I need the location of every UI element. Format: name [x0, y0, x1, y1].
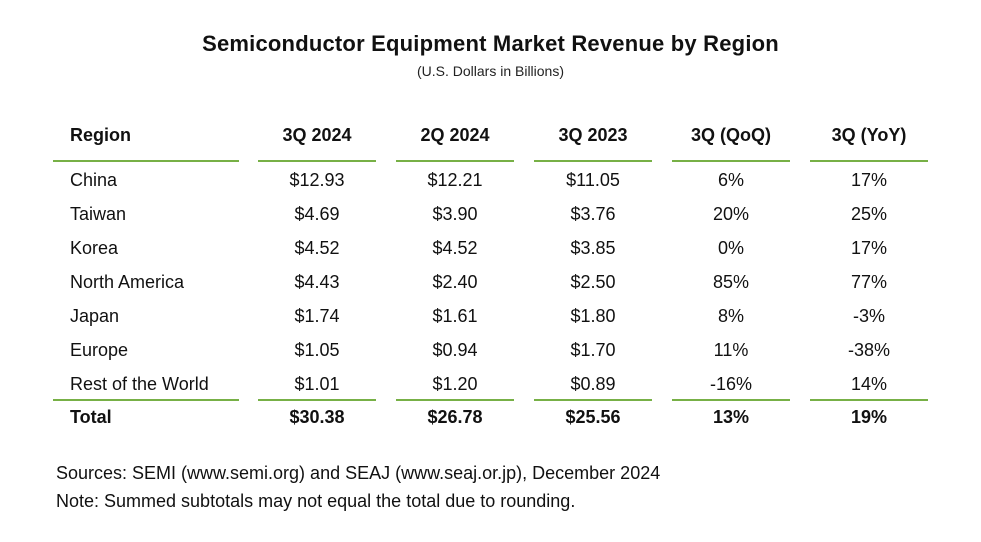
cell-japan-3q-qoq: 8% [717, 306, 744, 326]
cell-korea-3q-2024: $4.52 [294, 238, 340, 258]
total-label: Total [70, 407, 112, 427]
header-rule-1 [53, 160, 239, 162]
cell-north-america-2q-2024: $2.40 [432, 272, 478, 292]
header-rule-5 [672, 160, 790, 162]
total-rule-5 [672, 399, 790, 401]
cell-north-america-3q-yoy: 77% [850, 272, 888, 292]
total-2q-2024: $26.78 [427, 407, 483, 427]
header-rule-6 [810, 160, 928, 162]
cell-taiwan-3q-2024: $4.69 [294, 204, 340, 224]
column-header-3q-qoq: 3Q (QoQ) [691, 125, 771, 145]
header-rule-4 [534, 160, 652, 162]
column-header-3q-2024: 3Q 2024 [282, 125, 352, 145]
cell-china-3q-qoq: 6% [717, 170, 744, 190]
footer-note: Note: Summed subtotals may not equal the… [56, 491, 576, 511]
cell-north-america-3q-2023: $2.50 [570, 272, 616, 292]
cell-europe-2q-2024: $0.94 [432, 340, 478, 360]
chart-title: Semiconductor Equipment Market Revenue b… [202, 31, 779, 56]
cell-europe-3q-qoq: 11% [713, 340, 749, 360]
total-3q-2023: $25.56 [565, 407, 621, 427]
cell-taiwan-2q-2024: $3.90 [432, 204, 478, 224]
cell-taiwan-3q-yoy: 25% [850, 204, 888, 224]
total-rule-6 [810, 399, 928, 401]
header-rule-3 [396, 160, 514, 162]
region-label-rest-of-the-world: Rest of the World [70, 374, 209, 394]
cell-china-3q-2024: $12.93 [289, 170, 345, 190]
cell-china-2q-2024: $12.21 [427, 170, 483, 190]
region-label-japan: Japan [70, 306, 120, 326]
region-label-europe: Europe [70, 340, 129, 360]
total-rule-1 [53, 399, 239, 401]
column-header-2q-2024: 2Q 2024 [420, 125, 490, 145]
column-header-3q-yoy: 3Q (YoY) [831, 125, 907, 145]
cell-japan-3q-yoy: -3% [852, 306, 885, 326]
cell-rest-of-the-world-3q-2023: $0.89 [570, 374, 616, 394]
region-label-taiwan: Taiwan [70, 204, 127, 224]
cell-rest-of-the-world-3q-yoy: 14% [850, 374, 888, 394]
total-3q-qoq: 13% [712, 407, 750, 427]
cell-japan-3q-2024: $1.74 [294, 306, 340, 326]
cell-europe-3q-2023: $1.70 [570, 340, 616, 360]
total-rule-2 [258, 399, 376, 401]
region-label-korea: Korea [70, 238, 119, 258]
cell-europe-3q-2024: $1.05 [294, 340, 340, 360]
column-header-region: Region [70, 125, 131, 145]
cell-korea-3q-yoy: 17% [850, 238, 888, 258]
cell-rest-of-the-world-3q-qoq: -16% [709, 374, 753, 394]
total-3q-yoy: 19% [850, 407, 888, 427]
total-rule-4 [534, 399, 652, 401]
cell-china-3q-2023: $11.05 [566, 170, 620, 190]
footer-sources: Sources: SEMI (www.semi.org) and SEAJ (w… [56, 463, 661, 483]
chart-subtitle: (U.S. Dollars in Billions) [416, 63, 565, 79]
cell-rest-of-the-world-2q-2024: $1.20 [432, 374, 478, 394]
cell-korea-3q-qoq: 0% [717, 238, 744, 258]
cell-taiwan-3q-2023: $3.76 [570, 204, 616, 224]
header-rule-2 [258, 160, 376, 162]
cell-korea-3q-2023: $3.85 [570, 238, 616, 258]
column-header-3q-2023: 3Q 2023 [558, 125, 628, 145]
region-label-china: China [70, 170, 118, 190]
cell-japan-2q-2024: $1.61 [432, 306, 478, 326]
total-rule-3 [396, 399, 514, 401]
cell-japan-3q-2023: $1.80 [570, 306, 616, 326]
cell-taiwan-3q-qoq: 20% [712, 204, 750, 224]
total-3q-2024: $30.38 [289, 407, 345, 427]
cell-north-america-3q-2024: $4.43 [294, 272, 340, 292]
cell-europe-3q-yoy: -38% [847, 340, 891, 360]
region-label-north-america: North America [70, 272, 185, 292]
cell-rest-of-the-world-3q-2024: $1.01 [294, 374, 340, 394]
cell-korea-2q-2024: $4.52 [432, 238, 478, 258]
cell-china-3q-yoy: 17% [850, 170, 888, 190]
cell-north-america-3q-qoq: 85% [712, 272, 750, 292]
